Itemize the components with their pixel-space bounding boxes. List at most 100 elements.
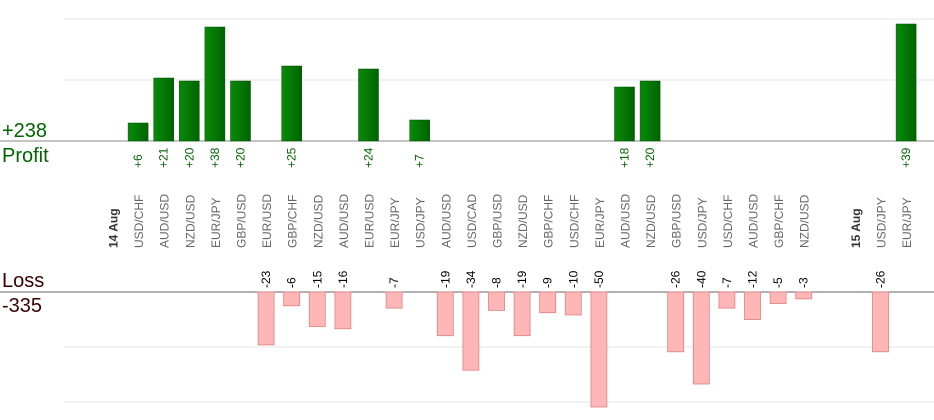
loss-bar <box>283 291 301 307</box>
category-label: USD/CHF <box>132 195 146 248</box>
category-label: GBP/CHF <box>286 195 300 248</box>
profit-bar <box>281 65 302 142</box>
loss-bar <box>667 291 685 353</box>
loss-value-label: -7 <box>387 277 401 288</box>
category-label: EUR/JPY <box>209 197 223 248</box>
loss-value-label: -3 <box>797 277 811 288</box>
loss-value-label: -7 <box>720 277 734 288</box>
loss-bars <box>257 291 889 408</box>
profit-bar <box>230 80 251 142</box>
profit-value-label: +6 <box>131 154 145 168</box>
profit-bar <box>179 80 200 142</box>
loss-bar <box>436 291 454 337</box>
profit-value-label: +25 <box>285 147 299 168</box>
category-label: USD/CHF <box>567 195 581 248</box>
category-label: NZD/USD <box>311 194 325 248</box>
loss-value-label: -23 <box>259 270 273 288</box>
category-label: GBP/USD <box>670 194 684 248</box>
category-label: AUD/USD <box>158 194 172 248</box>
loss-bar <box>872 291 889 353</box>
profit-bars <box>127 23 917 142</box>
loss-value-label: -12 <box>746 270 760 288</box>
profit-bar <box>204 26 226 142</box>
category-label: GBP/USD <box>491 194 505 248</box>
category-label: USD/JPY <box>875 197 889 248</box>
category-label: GBP/CHF <box>772 195 786 248</box>
category-label: AUD/USD <box>619 194 633 248</box>
loss-bar <box>718 291 736 309</box>
loss-bar <box>564 291 582 316</box>
loss-value-label: -40 <box>694 270 708 288</box>
profit-bar <box>127 122 149 142</box>
profit-value-label: +24 <box>362 147 376 168</box>
category-label: USD/CAD <box>465 194 479 248</box>
loss-value-label: -26 <box>874 270 888 288</box>
loss-bar <box>744 291 761 321</box>
profit-bar <box>895 23 917 142</box>
loss-bar <box>462 291 480 371</box>
loss-bar <box>334 291 352 330</box>
loss-bar <box>385 291 403 309</box>
category-label: NZD/USD <box>183 194 197 248</box>
category-label: EUR/USD <box>260 194 274 248</box>
loss-value-label: -8 <box>490 277 504 288</box>
category-label: AUD/USD <box>747 194 761 248</box>
profit-value-label: +7 <box>413 154 427 168</box>
category-label: USD/JPY <box>695 197 709 248</box>
loss-value-label: -50 <box>592 270 606 288</box>
profit-value-label: +20 <box>234 147 248 168</box>
category-label: NZD/USD <box>516 194 530 248</box>
category-label: NZD/USD <box>798 194 812 248</box>
profit-bar <box>614 86 635 142</box>
profit-value-label: +39 <box>899 147 913 168</box>
loss-bar <box>539 291 557 314</box>
loss-bar <box>308 291 326 327</box>
loss-bar <box>795 291 813 300</box>
profit-label: Profit <box>2 145 49 167</box>
profit-bar <box>358 68 379 142</box>
loss-bar <box>488 291 505 311</box>
category-label: USD/JPY <box>414 197 428 248</box>
profit-bar <box>153 77 174 142</box>
loss-value-label: -19 <box>438 270 452 288</box>
category-label: EUR/JPY <box>593 197 607 248</box>
loss-bar <box>769 291 787 304</box>
profit-value-label: +20 <box>643 147 657 168</box>
profit-value-label: +20 <box>182 147 196 168</box>
loss-value-label: -34 <box>464 270 478 288</box>
profit-value-label: +18 <box>618 147 632 168</box>
loss-value-label: -19 <box>515 270 529 288</box>
loss-value-label: -6 <box>285 277 299 288</box>
category-label: EUR/USD <box>363 194 377 248</box>
loss-bar <box>692 291 710 385</box>
loss-bar <box>590 291 608 408</box>
profit-value-label: +38 <box>208 147 222 168</box>
profit-bar <box>409 119 430 142</box>
profit-value-label: +21 <box>157 147 171 168</box>
loss-value-label: -9 <box>541 277 555 288</box>
category-labels: 14 Aug USD/CHF AUD/USD NZD/USD EUR/JPY GBP/US… <box>107 194 915 248</box>
loss-bar <box>257 291 275 346</box>
category-label: AUD/USD <box>337 194 351 248</box>
date-label: 15 Aug <box>849 208 863 248</box>
category-label: GBP/USD <box>235 194 249 248</box>
loss-value-label: -10 <box>566 270 580 288</box>
profit-bar <box>639 80 661 142</box>
date-label: 14 Aug <box>107 208 121 248</box>
loss-total: -335 <box>2 295 43 317</box>
loss-bar <box>513 291 531 337</box>
category-label: GBP/CHF <box>542 195 556 248</box>
category-label: AUD/USD <box>439 194 453 248</box>
loss-value-label: -15 <box>310 270 324 288</box>
profit-total: +238 <box>2 120 48 142</box>
loss-label: Loss <box>2 270 45 292</box>
category-label: NZD/USD <box>644 194 658 248</box>
loss-value-label: -26 <box>669 270 683 288</box>
category-label: EUR/JPY <box>900 197 914 248</box>
value-labels: +6 +21 +20 +38 +20 -23 +25 -6 -15 -16 +24 -7 +7 -19 -3… <box>131 147 913 288</box>
loss-value-label: -16 <box>336 270 350 288</box>
loss-value-label: -5 <box>771 277 785 288</box>
category-label: EUR/JPY <box>388 197 402 248</box>
category-label: USD/CHF <box>721 195 735 248</box>
